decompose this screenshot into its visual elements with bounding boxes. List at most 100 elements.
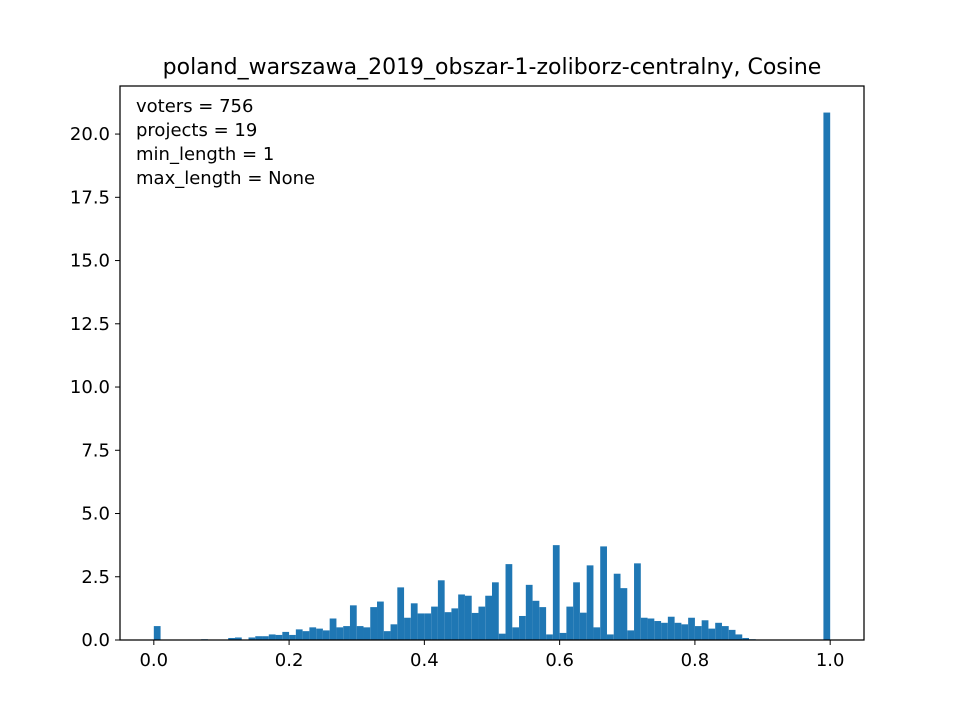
histogram-bar	[349, 605, 357, 640]
histogram-bar	[634, 563, 641, 640]
y-tick-label: 12.5	[70, 314, 110, 335]
histogram-bar	[505, 564, 513, 640]
histogram-bar	[309, 627, 317, 640]
histogram-bar	[295, 629, 303, 640]
histogram-bar	[336, 627, 344, 640]
histogram-bar	[397, 587, 405, 640]
histogram-bar	[234, 637, 242, 640]
histogram-bar	[268, 634, 276, 640]
histogram-bar	[343, 626, 350, 640]
histogram-bar	[823, 112, 831, 640]
histogram-bar	[492, 582, 499, 640]
x-tick-label: 0.0	[139, 650, 168, 671]
histogram-bar	[262, 636, 269, 640]
x-tick-label: 0.2	[275, 650, 304, 671]
histogram-bar	[444, 612, 452, 640]
histogram-bar	[383, 631, 391, 640]
histogram-bar	[546, 634, 553, 640]
y-tick-label: 17.5	[70, 187, 110, 208]
histogram-bar	[464, 595, 472, 640]
histogram-bar	[627, 630, 635, 640]
histogram-bar	[539, 607, 547, 640]
histogram-bar	[512, 627, 520, 640]
histogram-bar	[329, 618, 337, 640]
histogram-bar	[417, 613, 425, 640]
stats-annotation: voters = 756 projects = 19 min_length = …	[136, 96, 315, 189]
histogram-bar	[579, 612, 587, 640]
histogram-bar	[735, 634, 743, 640]
histogram-bar	[681, 624, 689, 640]
histogram-bar	[573, 582, 580, 640]
x-tick-label: 0.8	[681, 650, 710, 671]
histogram-bar	[661, 622, 668, 640]
histogram-bar	[708, 628, 716, 640]
histogram-bar	[370, 607, 378, 640]
histogram-bar	[471, 612, 479, 640]
histogram-bar	[424, 613, 432, 640]
histogram-bar	[606, 634, 614, 640]
histogram-bar	[478, 606, 486, 640]
annotation-voters: voters = 756	[136, 96, 253, 117]
histogram-bar	[255, 636, 263, 640]
y-tick-label: 2.5	[81, 567, 110, 588]
histogram-bar	[275, 634, 283, 640]
histogram-bar	[437, 580, 445, 640]
histogram-bar	[559, 632, 567, 640]
x-tick-label: 1.0	[816, 650, 845, 671]
histogram-bar	[322, 630, 330, 640]
y-tick-label: 7.5	[81, 440, 110, 461]
histogram-bar	[431, 606, 438, 640]
annotation-max-length: max_length = None	[136, 168, 315, 189]
histogram-bar	[302, 631, 310, 640]
histogram-bar	[228, 637, 235, 640]
plot-frame	[119, 85, 865, 641]
histogram-bar	[674, 622, 682, 640]
histogram-bar	[620, 588, 628, 640]
y-tick-label: 5.0	[81, 504, 110, 525]
histogram-bar	[640, 617, 648, 640]
histogram-bar	[586, 565, 594, 640]
histogram-bar	[701, 620, 709, 640]
y-axis: 0.0 2.5 5.0 7.5 10.0 12.5 15.0 17.5 20.0	[70, 124, 120, 651]
x-axis: 0.0 0.2 0.4 0.6 0.8 1.0	[139, 640, 845, 671]
y-tick-label: 10.0	[70, 377, 110, 398]
histogram-bar	[316, 628, 323, 640]
y-tick-label: 15.0	[70, 251, 110, 272]
x-tick-label: 0.6	[545, 650, 574, 671]
annotation-projects: projects = 19	[136, 120, 257, 141]
histogram-bar	[451, 608, 459, 640]
histogram-bar	[498, 633, 506, 640]
histogram-bar	[613, 573, 621, 640]
histogram-bar	[519, 615, 526, 640]
histogram-bar	[688, 617, 695, 640]
annotation-min-length: min_length = 1	[136, 144, 274, 165]
chart-title: poland_warszawa_2019_obszar-1-zoliborz-c…	[163, 55, 822, 80]
histogram-bar	[485, 595, 492, 640]
histogram-bar	[356, 626, 364, 640]
histogram-bar	[289, 634, 296, 640]
histogram-bar	[248, 637, 256, 640]
histogram-bar	[728, 629, 736, 640]
histogram-bar	[715, 622, 722, 640]
histogram-bar	[694, 626, 702, 640]
histogram-bar	[654, 621, 662, 640]
histogram-bar	[566, 606, 574, 640]
histogram-bar	[390, 624, 398, 640]
histogram-bar	[552, 545, 560, 640]
histogram-bar	[404, 617, 411, 640]
y-tick-label: 20.0	[70, 124, 110, 145]
histogram-bar	[647, 618, 655, 640]
bars-group	[153, 112, 831, 640]
histogram-bar	[532, 600, 540, 640]
histogram-bar	[282, 631, 290, 640]
histogram-bar	[410, 603, 418, 640]
histogram-bar	[363, 627, 371, 640]
histogram-bar	[153, 626, 161, 640]
histogram-bar	[600, 546, 607, 640]
y-tick-label: 0.0	[81, 630, 110, 651]
histogram-bar	[742, 637, 750, 640]
histogram-bar	[377, 601, 384, 640]
histogram-bar	[667, 616, 675, 640]
histogram-bar	[525, 584, 533, 640]
